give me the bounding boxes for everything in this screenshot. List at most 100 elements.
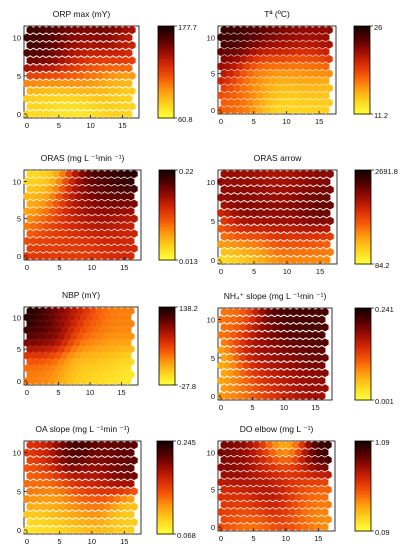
som-cell (324, 470, 332, 480)
colorbar-band (355, 524, 371, 528)
som-cell (46, 184, 54, 194)
som-cell (39, 25, 47, 35)
som-cell (127, 479, 135, 488)
colorbar-band (159, 201, 175, 205)
som-cell (324, 515, 332, 524)
som-cell (266, 54, 274, 64)
som-cell (125, 48, 133, 58)
colorbar-band (159, 316, 175, 320)
som-cell (305, 98, 314, 108)
som-cell (322, 208, 331, 218)
som-cell (81, 251, 90, 261)
som-cell (237, 224, 245, 234)
colorbar-band (157, 461, 173, 465)
som-cell (220, 323, 228, 332)
colorbar-band (157, 496, 173, 500)
som-cell (115, 56, 123, 65)
som-cell (117, 456, 125, 465)
colorbar-band (355, 450, 371, 453)
colorbar-band (355, 367, 371, 371)
som-cell (125, 94, 133, 103)
som-cell (314, 507, 322, 517)
colorbar-frame (158, 306, 176, 386)
som-cell (243, 522, 251, 532)
som-cell (107, 510, 116, 519)
som-cell (296, 193, 305, 202)
som-cell (243, 255, 252, 265)
som-cell (291, 455, 300, 465)
som-cell (220, 83, 229, 93)
som-cell (233, 200, 242, 210)
som-cell (239, 485, 248, 495)
som-cell (220, 54, 229, 64)
som-cell (249, 76, 258, 86)
som-cell (99, 48, 108, 58)
som-cell (319, 169, 328, 179)
som-cell (280, 315, 288, 324)
som-cell (248, 361, 257, 370)
som-cell (108, 306, 116, 316)
som-cell (68, 525, 77, 535)
colorbar-band (355, 383, 371, 387)
som-cell (311, 440, 319, 450)
som-cell (249, 448, 258, 457)
som-cell (325, 54, 333, 64)
som-cell (223, 76, 232, 86)
colorbar-band (159, 338, 175, 341)
som-cell (252, 368, 260, 378)
colorbar-band (355, 177, 371, 180)
som-cell (253, 200, 262, 210)
x-tick-label: 5 (252, 267, 256, 276)
y-tick-label: 10 (207, 178, 215, 187)
som-cell (123, 184, 132, 194)
som-cell (102, 86, 111, 96)
colorbar-band (355, 331, 371, 334)
colorbar-band (158, 49, 174, 52)
som-cell (130, 229, 138, 238)
som-cell (311, 515, 319, 524)
som-cell (253, 247, 262, 257)
som-cell (114, 306, 123, 316)
som-cell (33, 214, 41, 224)
som-cell (123, 214, 132, 224)
som-cell (305, 69, 314, 78)
x-tick-label: 5 (57, 121, 61, 130)
som-cell (263, 177, 272, 187)
som-cell (86, 79, 95, 88)
som-cell (94, 221, 103, 231)
som-cell (52, 199, 60, 209)
som-cell (94, 494, 103, 504)
som-cell (42, 109, 50, 119)
som-cell (318, 40, 327, 49)
colorbar-band (159, 383, 175, 386)
som-cell (259, 83, 268, 93)
som-cell (123, 440, 132, 450)
colorbar-band (158, 104, 174, 108)
som-cell (236, 105, 245, 115)
som-cell (93, 94, 101, 103)
som-cell (312, 54, 320, 64)
som-cell (97, 487, 106, 496)
som-cell (109, 102, 117, 111)
colorbar-band (355, 259, 371, 263)
colorbar-band (159, 344, 175, 347)
som-cell (104, 502, 112, 512)
colorbar-band (158, 67, 174, 71)
colorbar-band (159, 308, 175, 312)
som-cell (262, 477, 271, 487)
som-cell (94, 463, 103, 473)
som-cell (45, 71, 53, 81)
colorbar-band (158, 26, 174, 29)
som-cell (296, 353, 304, 362)
som-cell (65, 456, 73, 465)
som-cell (318, 315, 326, 324)
som-cell (236, 32, 245, 42)
som-cell (46, 517, 54, 527)
som-cell (230, 62, 238, 71)
colorbar-band (355, 395, 371, 399)
som-cell (58, 41, 66, 50)
som-cell (49, 479, 57, 488)
som-cell (233, 440, 241, 450)
som-cell (118, 94, 127, 103)
